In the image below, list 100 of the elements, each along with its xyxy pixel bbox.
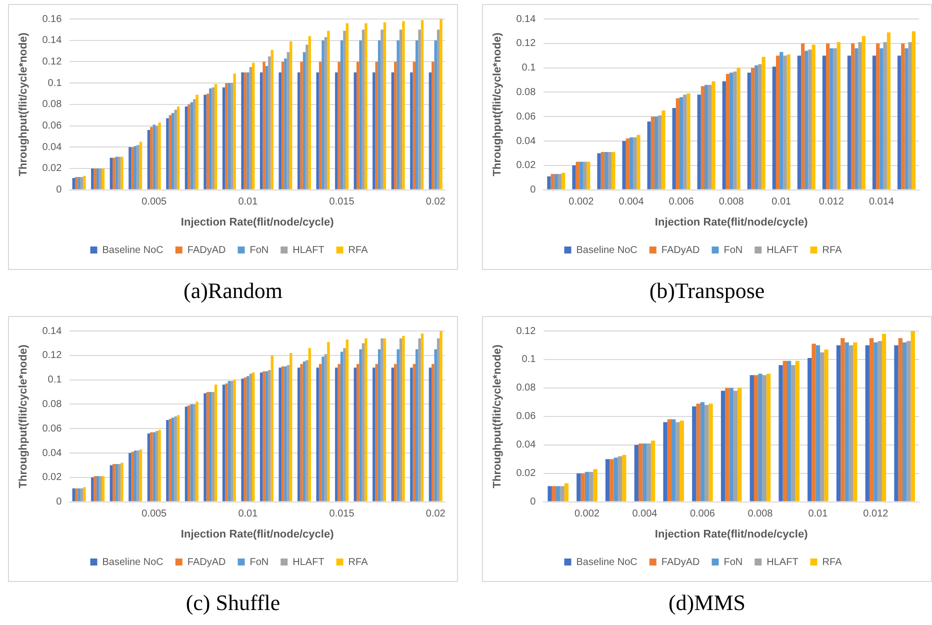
bar	[584, 472, 590, 502]
bar	[676, 422, 680, 502]
bar	[91, 477, 94, 502]
bar	[80, 488, 84, 502]
bar	[249, 67, 252, 190]
bar	[241, 72, 244, 190]
bar	[193, 99, 196, 190]
bar	[833, 48, 837, 190]
bar	[783, 56, 787, 190]
bar	[206, 94, 210, 190]
y-tick-label: 0.08	[42, 398, 62, 410]
bar	[878, 340, 882, 502]
bar	[212, 87, 214, 190]
bar	[131, 147, 134, 190]
x-axis-title: Injection Rate(flit/node/cycle)	[654, 528, 808, 540]
bar	[346, 340, 349, 502]
y-tick-label: 0.02	[516, 468, 536, 480]
text: (b)Transpose	[648, 278, 766, 304]
x-tick-label: 0.002	[568, 196, 594, 208]
bar	[622, 454, 626, 502]
bar	[354, 72, 356, 190]
bar	[663, 422, 668, 502]
bar	[736, 68, 740, 190]
bar	[700, 402, 705, 502]
bar	[562, 172, 566, 190]
bar	[176, 106, 180, 190]
bar	[193, 404, 196, 502]
bar	[729, 388, 734, 502]
bar	[136, 144, 140, 190]
bar	[188, 104, 190, 190]
bar	[99, 168, 102, 190]
bar	[808, 358, 812, 502]
bar	[131, 452, 134, 502]
bar	[772, 66, 776, 190]
bar	[150, 432, 153, 502]
bar	[322, 356, 324, 502]
bar	[436, 338, 440, 502]
bar	[278, 72, 282, 190]
bar	[394, 62, 397, 190]
bar	[252, 62, 255, 190]
bar	[166, 118, 169, 190]
bar	[324, 354, 328, 502]
bar	[378, 349, 381, 502]
x-axis-title: Injection Rate(flit/node/cycle)	[654, 216, 808, 228]
bar	[335, 72, 338, 190]
bar	[340, 40, 344, 190]
bar	[78, 488, 80, 502]
bar	[548, 486, 552, 502]
bar	[432, 62, 434, 190]
bar	[897, 56, 902, 190]
bar	[432, 364, 434, 502]
x-tick-label: 0.014	[868, 196, 894, 208]
bar	[188, 405, 190, 502]
bar	[836, 345, 841, 502]
bar	[172, 418, 174, 502]
bar	[747, 72, 751, 190]
bar	[550, 174, 554, 190]
bar	[383, 338, 386, 502]
bar	[225, 383, 228, 502]
bar	[704, 84, 708, 190]
bar	[278, 368, 282, 502]
bar	[680, 420, 684, 502]
y-tick-label: 0.1	[522, 354, 536, 366]
y-axis-title: Throughput(flit/cycle*node)	[18, 32, 30, 176]
x-tick-label: 0.006	[668, 196, 694, 208]
bar	[848, 345, 854, 502]
y-tick-label: 0.16	[42, 14, 62, 25]
x-tick-label: 0.02	[426, 196, 446, 208]
bar	[428, 368, 432, 502]
bar	[318, 62, 322, 190]
bar	[822, 56, 826, 190]
bar	[343, 30, 346, 190]
bar	[300, 364, 303, 502]
bar	[270, 50, 274, 190]
bar	[608, 152, 612, 190]
bar	[399, 30, 402, 190]
bar	[776, 56, 780, 190]
bar	[228, 381, 231, 502]
bar	[629, 137, 634, 190]
bar	[556, 486, 560, 502]
bar	[290, 352, 292, 502]
bar	[558, 174, 562, 190]
bar	[552, 486, 556, 502]
legend-label: RFA	[822, 244, 842, 256]
bar	[658, 115, 662, 190]
bar	[94, 168, 96, 190]
bar	[708, 84, 712, 190]
bar	[604, 152, 608, 190]
y-tick-label: 0.12	[42, 350, 62, 362]
y-tick-label: 0.02	[42, 163, 62, 174]
bar	[908, 42, 912, 190]
bar	[854, 48, 858, 190]
y-tick-label: 0.1	[48, 374, 62, 386]
y-tick-label: 0	[530, 184, 536, 196]
bar	[738, 388, 742, 502]
bar	[836, 42, 840, 190]
y-tick-label: 0	[56, 184, 62, 196]
bar	[338, 62, 340, 190]
bar	[102, 168, 105, 190]
bar	[816, 345, 820, 502]
